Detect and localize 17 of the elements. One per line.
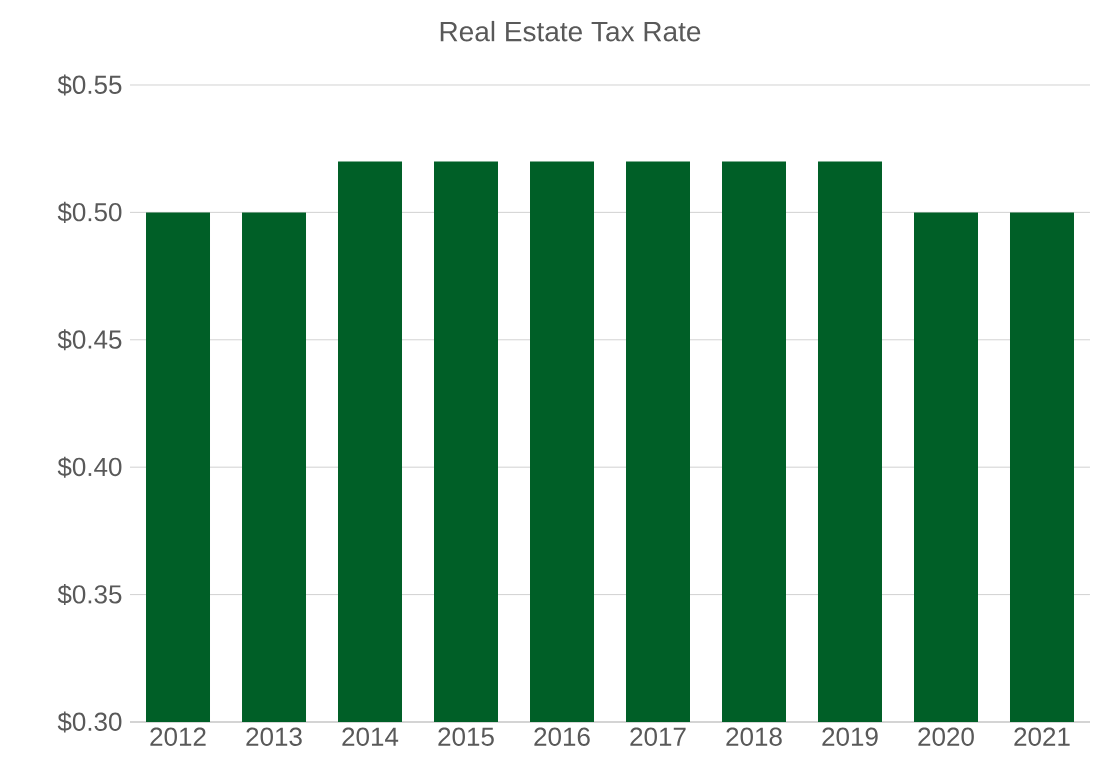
x-tick-label: 2020 — [918, 727, 974, 746]
y-tick-label: $0.40 — [57, 456, 122, 478]
x-tick-label: 2016 — [534, 727, 590, 746]
x-tick-label: 2017 — [630, 727, 686, 746]
x-tick-label: 2012 — [150, 727, 206, 746]
y-tick-label: $0.55 — [57, 74, 122, 96]
x-tick-label: 2015 — [438, 727, 494, 746]
x-tick-label: 2013 — [246, 727, 302, 746]
y-tick-label: $0.30 — [57, 711, 122, 733]
y-tick-label: $0.45 — [57, 329, 122, 351]
y-tick-label: $0.35 — [57, 584, 122, 606]
x-tick-label: 2018 — [726, 727, 782, 746]
x-tick-label: 2019 — [822, 727, 878, 746]
x-tick-label: 2014 — [342, 727, 399, 746]
x-tick-label: 2021 — [1014, 727, 1070, 746]
y-tick-label: $0.50 — [57, 201, 122, 223]
chart-title: Real Estate Tax Rate — [440, 20, 701, 42]
